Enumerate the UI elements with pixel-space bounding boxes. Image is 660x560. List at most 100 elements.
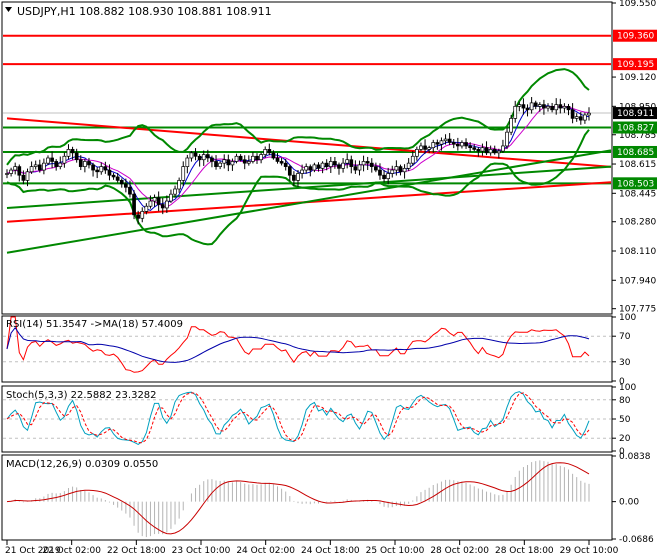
candle-body xyxy=(304,166,309,171)
price-tick-label: 108.280 xyxy=(619,218,656,228)
pane-tick-label: 0.0838 xyxy=(619,452,651,462)
candle-body xyxy=(185,157,190,167)
candle-body xyxy=(455,143,460,147)
candle-body xyxy=(546,105,550,109)
candle-body xyxy=(226,159,231,166)
candle-body xyxy=(124,183,128,188)
candle-body xyxy=(308,166,313,171)
price-tick-label: 108.445 xyxy=(619,189,656,199)
candle-body xyxy=(263,149,268,155)
candle-body xyxy=(484,147,489,154)
candle-body xyxy=(230,161,235,166)
candle-body xyxy=(521,104,526,109)
pane-tick-label: 0 xyxy=(619,377,625,387)
candle-body xyxy=(423,145,427,150)
candle-body xyxy=(529,102,534,111)
price-tick-label: 108.785 xyxy=(619,131,656,141)
candle-body xyxy=(296,173,300,181)
ma-slow-line xyxy=(6,105,590,208)
candle-body xyxy=(369,162,374,167)
candle-body xyxy=(17,166,22,176)
price-tick-label: 108.615 xyxy=(619,160,656,170)
candle-body xyxy=(193,152,198,157)
candle-body xyxy=(398,166,403,173)
candle-body xyxy=(406,162,411,169)
trend-line xyxy=(6,117,612,168)
trend-lines xyxy=(6,117,612,254)
candle-body xyxy=(435,142,440,145)
time-tick-label: 23 Oct 10:00 xyxy=(172,546,231,556)
candle-body xyxy=(29,166,34,173)
price-pane-frame xyxy=(1,1,613,315)
level-label: 108.827 xyxy=(617,124,654,134)
candle-body xyxy=(62,155,67,164)
candle-body xyxy=(324,162,329,167)
price-pane[interactable]: 109.550109.120108.950108.785108.615108.4… xyxy=(1,0,657,315)
candle-body xyxy=(275,157,280,162)
candle-body xyxy=(259,154,263,161)
candle-body xyxy=(357,164,362,171)
time-tick-label: 24 Oct 02:00 xyxy=(236,546,295,556)
time-tick-label: 21 Oct 2019 xyxy=(5,546,61,556)
candle-body xyxy=(353,166,358,171)
level-label-bg xyxy=(613,121,657,134)
time-tick-label: 25 Oct 10:00 xyxy=(366,546,425,556)
candle-body xyxy=(550,105,554,111)
macd-pane-frame xyxy=(1,454,613,541)
candle-body xyxy=(99,166,104,173)
candle-body xyxy=(513,105,518,119)
candle-body xyxy=(328,161,333,167)
candle-body xyxy=(42,162,46,171)
stoch-main-line xyxy=(6,391,590,445)
price-tick-label: 107.775 xyxy=(619,305,656,315)
candle-body xyxy=(492,149,497,154)
candle-body xyxy=(246,161,251,164)
candle-body xyxy=(251,155,255,162)
candle-body xyxy=(509,118,513,133)
candle-body xyxy=(365,161,370,164)
candle-body xyxy=(402,167,407,173)
stoch-pane[interactable]: 100 80 50 20 0 Stoch(5,3,3) 22.5882 23.3282 xyxy=(1,383,636,457)
candle-body xyxy=(374,166,378,171)
level-label-bg xyxy=(613,29,657,42)
trend-line xyxy=(6,149,612,254)
candle-body xyxy=(242,159,247,164)
rsi-pane[interactable]: 100 70 30 0 RSI(14) 51.3547 ->MA(18) 57.400… xyxy=(1,313,636,387)
macd-pane[interactable]: 0.0838 0.00 -0.0686 MACD(12,26,9) 0.0309 0… xyxy=(1,452,654,545)
candle-body xyxy=(337,164,341,169)
candle-body xyxy=(214,161,218,167)
time-tick-label: 28 Oct 18:00 xyxy=(495,546,554,556)
pane-tick-label: 0 xyxy=(619,447,625,457)
rsi-title: RSI(14) 51.3547 ->MA(18) 57.4009 xyxy=(6,319,183,330)
candle-body xyxy=(542,104,546,109)
level-label-bg xyxy=(613,177,657,190)
candle-body xyxy=(54,161,59,167)
pane-tick-label: 50 xyxy=(619,415,631,425)
candle-body xyxy=(480,147,485,152)
rsi-lines xyxy=(6,316,590,373)
candles xyxy=(5,97,591,225)
candle-body xyxy=(58,162,63,167)
candle-body xyxy=(25,171,30,181)
candle-body xyxy=(447,138,452,143)
pane-tick-label: 80 xyxy=(619,396,631,406)
candle-body xyxy=(558,104,563,109)
candle-body xyxy=(46,157,50,164)
collapse-triangle-icon[interactable] xyxy=(5,7,12,12)
pane-tick-label: 0.00 xyxy=(619,498,639,508)
level-label: 108.685 xyxy=(617,148,654,158)
candle-body xyxy=(197,155,202,161)
candle-body xyxy=(119,180,124,185)
candle-body xyxy=(279,161,284,164)
candle-body xyxy=(83,161,87,167)
candle-body xyxy=(460,142,464,147)
candle-body xyxy=(316,164,321,169)
candle-body xyxy=(234,155,239,162)
candle-body xyxy=(21,174,26,181)
candle-body xyxy=(517,104,522,107)
candle-body xyxy=(410,155,415,164)
candle-body xyxy=(9,169,13,174)
candle-body xyxy=(390,169,395,174)
candle-body xyxy=(439,140,444,145)
